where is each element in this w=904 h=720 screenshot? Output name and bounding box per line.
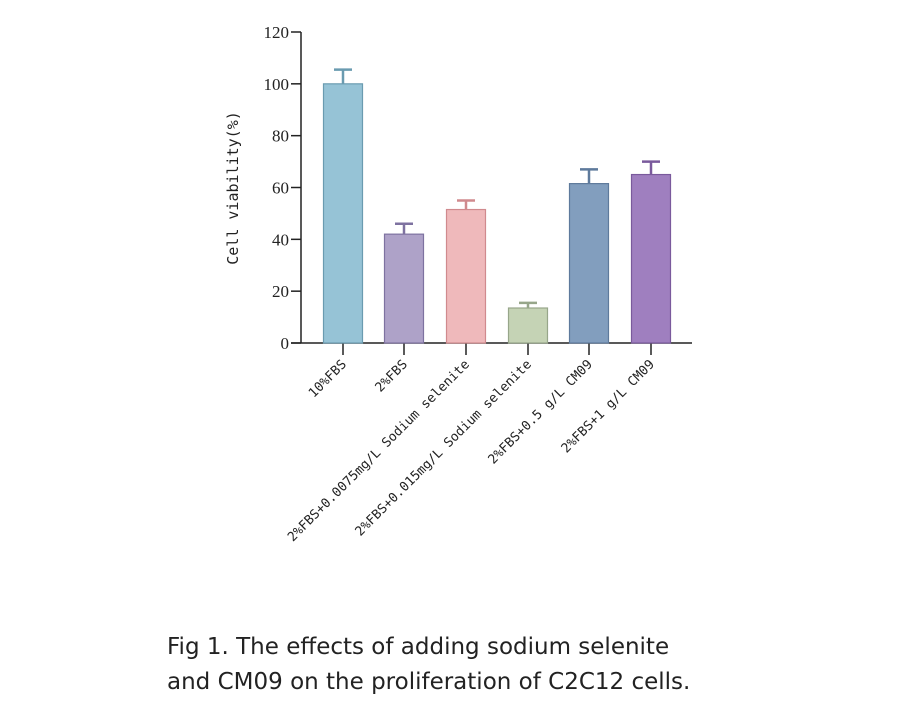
bar — [445, 208, 487, 344]
y-axis-label: Cell viability(%) — [224, 111, 242, 265]
y-tick-label: 40 — [272, 230, 289, 249]
caption-line-2: and CM09 on the proliferation of C2C12 c… — [167, 669, 691, 695]
y-tick-label: 0 — [281, 334, 290, 353]
y-tick-label: 100 — [264, 75, 290, 94]
bar — [568, 183, 610, 344]
bar — [630, 173, 672, 344]
y-tick-label: 20 — [272, 282, 289, 301]
bar — [507, 307, 549, 344]
bar — [322, 83, 364, 344]
x-tick-label: 2%FBS — [373, 357, 411, 395]
bars — [322, 68, 672, 344]
figure-caption: Fig 1. The effects of adding sodium sele… — [167, 630, 867, 700]
x-tick-label: 2%FBS+0.5 g/L CM09 — [486, 357, 596, 467]
bar — [383, 233, 425, 344]
y-tick-label: 80 — [272, 127, 289, 146]
x-tick-label: 10%FBS — [306, 357, 350, 401]
y-tick-label: 60 — [272, 179, 289, 198]
caption-line-1: Fig 1. The effects of adding sodium sele… — [167, 634, 670, 660]
y-tick-label: 120 — [264, 23, 290, 42]
